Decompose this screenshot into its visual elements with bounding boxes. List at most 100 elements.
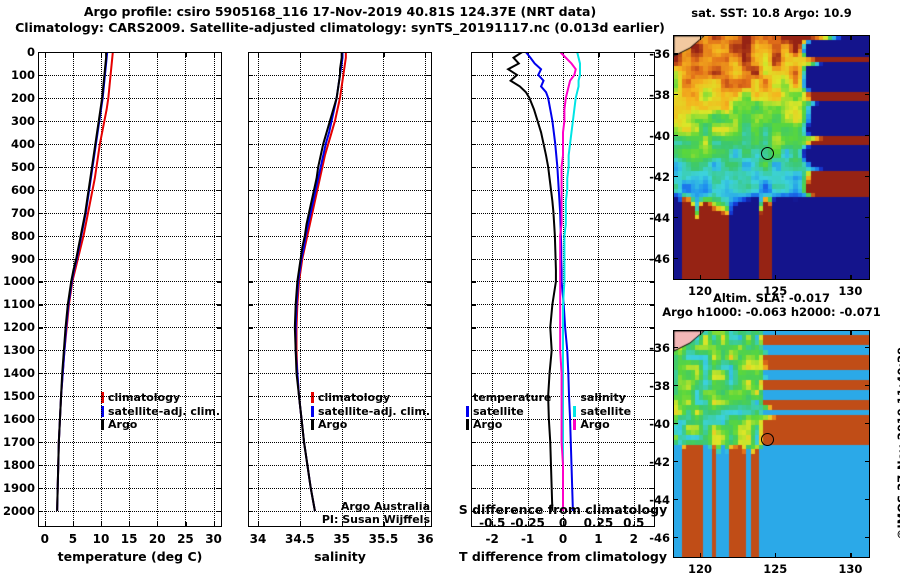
latitude-tick-label: -40 [649, 129, 670, 144]
legend-item: climatology [311, 391, 430, 405]
depth-tick-label: 800 [10, 228, 35, 243]
legend-item: Argo [466, 418, 551, 432]
depth-tick-label: 0 [26, 45, 35, 59]
watermark-text: ©IMOS 27-Nov-2019 11:40:29 [895, 346, 900, 540]
legend-item: satellite-adj. clim. [101, 405, 220, 419]
x-tick-label: 35.5 [368, 532, 399, 546]
map-title-line: Altim. SLA: -0.017 [712, 291, 831, 305]
depth-tick-label: 600 [10, 182, 35, 197]
x-tick-label: 25 [177, 532, 194, 546]
legend-color-swatch [311, 392, 314, 404]
legend-label: satellite-adj. clim. [318, 404, 431, 418]
sla-field-image [674, 331, 869, 557]
title-line-2: Climatology: CARS2009. Satellite-adjuste… [15, 20, 665, 35]
legend-color-swatch [466, 419, 469, 431]
longitude-tick-label: 125 [763, 562, 788, 576]
legend-item: satellite [573, 405, 631, 419]
legend-item: satellite-adj. clim. [311, 405, 430, 419]
depth-tick-label: 200 [10, 90, 35, 105]
depth-tick-label: 300 [10, 113, 35, 128]
legend-label: Argo [473, 418, 503, 431]
legend-label: climatology [108, 391, 181, 404]
latitude-tick-label: -44 [649, 210, 670, 225]
x-tick-label: 10 [92, 532, 110, 546]
x-tick-label: 0 [40, 532, 49, 546]
x-tick-label: 0 [558, 532, 568, 546]
legend-label: satellite-adj. clim. [108, 404, 221, 418]
latitude-tick-label: -40 [649, 417, 670, 432]
legend-color-swatch [466, 405, 469, 417]
depth-tick-label: 1800 [2, 458, 35, 473]
depth-tick-label: 1000 [2, 274, 35, 289]
depth-tick-label: 1300 [2, 343, 35, 358]
attribution-line-2: PI: Susan Wijffels [321, 513, 430, 526]
depth-tick-label: 2000 [2, 503, 35, 518]
x-tick-label: 1 [594, 532, 603, 546]
x-tick-label: 20 [148, 532, 166, 546]
attribution-line-1: Argo Australia [340, 500, 430, 513]
title-line-1: Argo profile: csiro 5905168_116 17-Nov-2… [83, 4, 597, 19]
x-tick-label: -2 [485, 532, 499, 546]
salinity-diff-tick-label: -0.5 [479, 516, 506, 530]
depth-tick-label: 500 [10, 159, 35, 174]
latitude-tick-label: -46 [649, 251, 670, 266]
legend-color-swatch [573, 419, 577, 431]
x-tick-label: 30 [205, 532, 222, 546]
legend-color-swatch [573, 405, 577, 417]
legend-item: climatology [101, 391, 220, 405]
temperature-axis-title: temperature (deg C) [57, 549, 203, 564]
salinity-diff-tick-label: 0 [558, 516, 568, 530]
latitude-tick-label: -38 [649, 379, 670, 394]
depth-tick-label: 1900 [2, 480, 35, 495]
salinity-diff-tick-label: -0.25 [510, 516, 545, 530]
x-tick-label: 36 [416, 532, 434, 546]
depth-tick-label: 700 [10, 205, 35, 220]
x-tick-label: 34.5 [285, 532, 315, 546]
latitude-tick-label: -44 [649, 493, 670, 508]
difference-axis-title: T difference from climatology [458, 549, 668, 564]
longitude-tick-label: 130 [838, 284, 863, 298]
sla-map-title: Altim. SLA: -0.017 Argo h1000: -0.063 h20… [633, 291, 900, 321]
legend-label: climatology [318, 391, 391, 404]
longitude-tick-label: 120 [688, 284, 713, 298]
depth-tick-label: 1400 [2, 366, 35, 381]
x-tick-label: 15 [120, 532, 138, 546]
legend-label: satellite [473, 404, 524, 418]
depth-tick-label: 100 [10, 67, 35, 82]
x-tick-label: 35 [333, 532, 351, 546]
legend-item: satellite [466, 405, 551, 419]
map-title-line: sat. SST: 10.8 Argo: 10.9 [691, 6, 852, 20]
profile-location-marker [760, 146, 774, 160]
x-tick-label: 2 [629, 532, 638, 546]
salinity-profile-panel [248, 52, 432, 527]
latitude-tick-label: -36 [649, 341, 670, 356]
sla-map [673, 330, 870, 558]
map-title-line: Argo h1000: -0.063 h2000: -0.071 [662, 305, 881, 319]
longitude-tick-label: 130 [838, 562, 863, 576]
legend-color-swatch [311, 419, 314, 431]
latitude-tick-label: -42 [649, 455, 670, 470]
salinity-difference-axis-title: S difference from climatology [458, 502, 668, 517]
profile-location-marker [760, 433, 774, 447]
legend-label: satellite [580, 404, 632, 418]
depth-tick-label: 1100 [2, 297, 35, 312]
x-tick-label: -1 [520, 532, 535, 546]
depth-tick-label: 1200 [2, 320, 35, 335]
x-tick-label: 34 [249, 532, 267, 546]
salinity-diff-tick-label: 0.25 [583, 516, 614, 530]
depth-tick-label: 1500 [2, 389, 35, 404]
longitude-tick-label: 125 [763, 284, 788, 298]
depth-tick-label: 1700 [2, 435, 35, 450]
depth-tick-label: 400 [10, 136, 35, 151]
latitude-tick-label: -36 [649, 47, 670, 62]
legend-column-header: temperature [473, 391, 552, 404]
sst-map-title: sat. SST: 10.8 Argo: 10.9 [633, 6, 900, 36]
legend-color-swatch [311, 405, 314, 417]
legend-label: Argo [580, 418, 610, 431]
legend-column-header: salinity [580, 391, 626, 404]
latitude-tick-label: -38 [649, 88, 670, 103]
depth-tick-label: 900 [10, 251, 35, 266]
latitude-tick-label: -46 [649, 531, 670, 546]
attribution-text: Argo Australia PI: Susan Wijffels [262, 500, 430, 528]
longitude-tick-label: 120 [688, 562, 713, 576]
